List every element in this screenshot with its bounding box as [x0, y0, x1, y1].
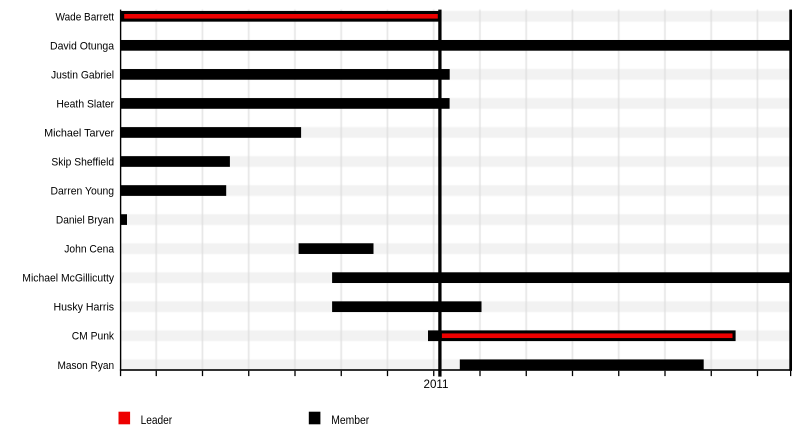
svg-text:David Otunga: David Otunga [50, 40, 115, 52]
svg-text:Darren Young: Darren Young [51, 186, 115, 198]
svg-text:CM Punk: CM Punk [72, 331, 115, 343]
svg-text:Heath Slater: Heath Slater [56, 98, 114, 110]
svg-text:Michael Tarver: Michael Tarver [44, 127, 114, 139]
svg-text:Wade Barrett: Wade Barrett [56, 11, 115, 23]
svg-text:Michael McGillicutty: Michael McGillicutty [22, 273, 114, 285]
svg-text:Skip Sheffield: Skip Sheffield [51, 157, 114, 169]
svg-text:Justin Gabriel: Justin Gabriel [51, 69, 114, 81]
svg-text:Daniel Bryan: Daniel Bryan [56, 215, 114, 227]
svg-text:Husky Harris: Husky Harris [54, 302, 115, 314]
svg-text:John Cena: John Cena [64, 244, 115, 256]
svg-text:2011: 2011 [424, 377, 449, 391]
svg-text:Mason Ryan: Mason Ryan [58, 360, 115, 372]
svg-text:Member: Member [331, 413, 369, 427]
svg-text:Leader: Leader [141, 413, 173, 427]
